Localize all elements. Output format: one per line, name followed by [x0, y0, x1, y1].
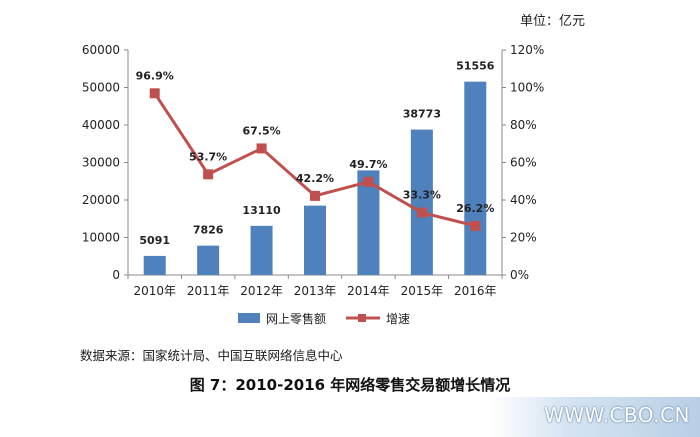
line-value-label: 67.5%: [242, 124, 280, 137]
bar: [410, 129, 433, 275]
line-point: [203, 169, 214, 180]
bar-value-label: 5091: [139, 234, 170, 247]
bar-value-label: 38773: [403, 108, 441, 121]
x-tick-label: 2012年: [240, 284, 283, 298]
watermark: WWW.CBO.CN: [490, 397, 700, 437]
line-point: [363, 176, 374, 187]
y-right-tick-label: 40%: [510, 193, 537, 207]
y-right-tick-label: 0%: [510, 268, 529, 282]
x-tick-label: 2010年: [133, 284, 176, 298]
y-left-tick-label: 20000: [82, 193, 120, 207]
line-value-label: 49.7%: [349, 158, 387, 171]
axes: 0 10000 20000 30000 40000 50000 60000 0% 20% 40% 6…: [82, 43, 545, 298]
y-right-tick-label: 100%: [510, 81, 544, 95]
unit-label: 单位：亿元: [520, 14, 585, 29]
bar: [357, 170, 380, 275]
y-left-tick-label: 60000: [82, 43, 120, 57]
legend-label-bar: 网上零售额: [266, 311, 326, 326]
y-left-tick-label: 30000: [82, 156, 120, 170]
x-tick-label: 2011年: [187, 284, 230, 298]
x-tick-label: 2013年: [294, 284, 337, 298]
bar: [197, 245, 220, 275]
y-left-tick-label: 10000: [82, 231, 120, 245]
line-value-label: 96.9%: [136, 69, 174, 82]
line-value-label: 33.3%: [403, 189, 441, 202]
data-labels: 5091 7826 13110 38773 51556 96.9% 53.7% 67.5% 42…: [136, 60, 495, 247]
x-tick-label: 2015年: [401, 284, 444, 298]
bar: [250, 225, 273, 275]
line-value-label: 26.2%: [456, 202, 494, 215]
bar: [464, 81, 487, 275]
source-note: 数据来源：国家统计局、中国互联网络信息中心: [80, 348, 343, 363]
line-series: [149, 88, 481, 231]
bar: [143, 255, 166, 275]
y-left-tick-label: 40000: [82, 118, 120, 132]
line-point: [470, 220, 481, 231]
line-point: [149, 88, 160, 99]
legend-swatch-marker: [358, 314, 366, 322]
legend-swatch-bar: [238, 313, 260, 323]
y-left-tick-label: 50000: [82, 81, 120, 95]
combo-chart: 单位：亿元 0 10000 20000 30000 40000 50000 60000 0% 2…: [82, 14, 585, 326]
bar-value-label: 13110: [242, 204, 281, 217]
y-right-tick-label: 20%: [510, 231, 537, 245]
line-point: [256, 143, 267, 154]
legend: 网上零售额 增速: [238, 311, 410, 326]
x-tick-label: 2014年: [347, 284, 390, 298]
y-right-tick-label: 120%: [510, 43, 544, 57]
y-right-tick-label: 80%: [510, 118, 537, 132]
watermark-text: WWW.CBO.CN: [544, 403, 690, 427]
bar-value-label: 51556: [456, 60, 495, 73]
line-value-label: 53.7%: [189, 150, 227, 163]
y-left-tick-label: 0: [112, 268, 120, 282]
bar-value-label: 7826: [193, 224, 224, 237]
legend-label-line: 增速: [386, 312, 410, 326]
line-point: [310, 190, 320, 201]
line-value-label: 42.2%: [296, 172, 334, 185]
figure-caption: 图 7：2010-2016 年网络零售交易额增长情况: [189, 376, 511, 394]
x-tick-label: 2016年: [454, 284, 497, 298]
y-right-tick-label: 60%: [510, 156, 537, 170]
bar: [304, 205, 326, 275]
bar-series: [143, 81, 487, 275]
line-point: [416, 207, 427, 218]
